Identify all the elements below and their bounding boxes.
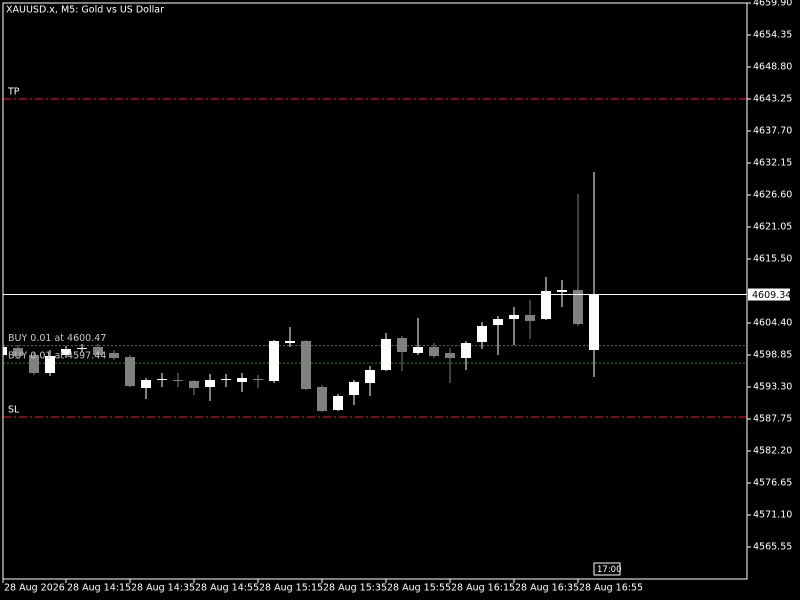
current-price-label: 4609.34 — [752, 290, 791, 301]
candle-body — [589, 294, 599, 350]
y-tick-label: 4593.30 — [753, 382, 792, 393]
candle-body — [397, 337, 407, 353]
y-tick-label: 4637.70 — [753, 126, 792, 137]
x-tick-label: 28 Aug 15:15 — [259, 583, 323, 594]
x-tick-label: 28 Aug 14:15 — [67, 583, 131, 594]
candle-body — [77, 348, 87, 350]
candle-body — [29, 355, 39, 373]
x-tick-label: 28 Aug 16:35 — [515, 583, 579, 594]
axes: 4659.90 4654.35 4648.80 4643.25 4637.70 4632.… — [2, 0, 792, 594]
candle-body — [93, 346, 103, 355]
candle-body — [493, 319, 503, 326]
level-label: TP — [7, 87, 20, 98]
candle-body — [365, 369, 375, 384]
candle-body — [381, 338, 391, 370]
candle-body — [333, 395, 343, 411]
candle-body — [557, 290, 567, 292]
time-flag-box — [593, 562, 621, 576]
y-tick-label: 4648.80 — [753, 62, 792, 73]
candle-body — [461, 343, 471, 358]
candle-body — [525, 314, 535, 321]
candle-body — [13, 348, 23, 356]
candle-body — [125, 357, 135, 387]
candle-body — [253, 378, 263, 381]
candle-body — [477, 325, 487, 343]
x-tick-label: 28 Aug 14:55 — [195, 583, 259, 594]
level-label: SL — [8, 404, 20, 415]
y-tick-label: 4632.15 — [753, 158, 792, 169]
candle-body — [45, 355, 55, 373]
plot-area — [3, 98, 747, 418]
plot-frame — [2, 2, 748, 580]
chart-title: XAUUSD.x, M5: Gold vs US Dollar — [6, 5, 164, 16]
candle-body — [205, 380, 215, 387]
y-tick-label: 4643.25 — [753, 94, 792, 105]
y-tick-label: 4604.40 — [753, 318, 792, 329]
candle-body — [509, 314, 519, 320]
candle-body — [237, 378, 247, 382]
current-price-box — [748, 288, 790, 301]
y-tick-label: 4621.05 — [753, 222, 792, 233]
candle-body — [109, 352, 119, 358]
candle-body — [141, 380, 151, 388]
candle-body — [445, 352, 455, 358]
candle-body — [573, 290, 583, 324]
candle-body — [413, 346, 423, 353]
candle-body — [349, 381, 359, 396]
candle-body — [541, 291, 551, 320]
x-tick-label: 28 Aug 2026 — [4, 583, 65, 594]
candle-body — [189, 381, 199, 388]
y-tick-label: 4598.85 — [753, 350, 792, 361]
time-flag-label: 17:00 — [597, 565, 622, 575]
candle-body — [61, 349, 71, 355]
candle-body — [269, 340, 279, 382]
y-tick-label: 4576.65 — [753, 478, 792, 489]
candle-body — [285, 340, 295, 344]
candle-body — [221, 378, 231, 381]
x-tick-label: 28 Aug 16:15 — [451, 583, 515, 594]
y-tick-label: 4626.60 — [753, 190, 792, 201]
x-tick-label: 28 Aug 14:35 — [131, 583, 195, 594]
y-tick-label: 4615.50 — [753, 254, 792, 265]
x-tick-label: 28 Aug 15:55 — [387, 583, 451, 594]
y-tick-label: 4587.75 — [753, 414, 792, 425]
candle-body — [317, 387, 327, 411]
y-tick-label: 4654.35 — [753, 30, 792, 41]
candle-body — [173, 380, 183, 382]
order-label: BUY 0.01 at 4600.47 — [8, 333, 106, 344]
candle-body — [301, 340, 311, 390]
x-tick-label: 28 Aug 15:35 — [323, 583, 387, 594]
y-tick-label: 4659.90 — [753, 0, 792, 9]
order-label: BUY 0.01 at 4597.44 — [8, 351, 106, 362]
candle-body — [3, 346, 7, 355]
candle-body — [429, 346, 439, 356]
y-tick-label: 4571.10 — [753, 510, 792, 521]
candle-body — [157, 378, 167, 381]
x-tick-label: 28 Aug 16:55 — [579, 583, 643, 594]
y-tick-label: 4565.55 — [753, 542, 792, 553]
y-tick-label: 4582.20 — [753, 446, 792, 457]
